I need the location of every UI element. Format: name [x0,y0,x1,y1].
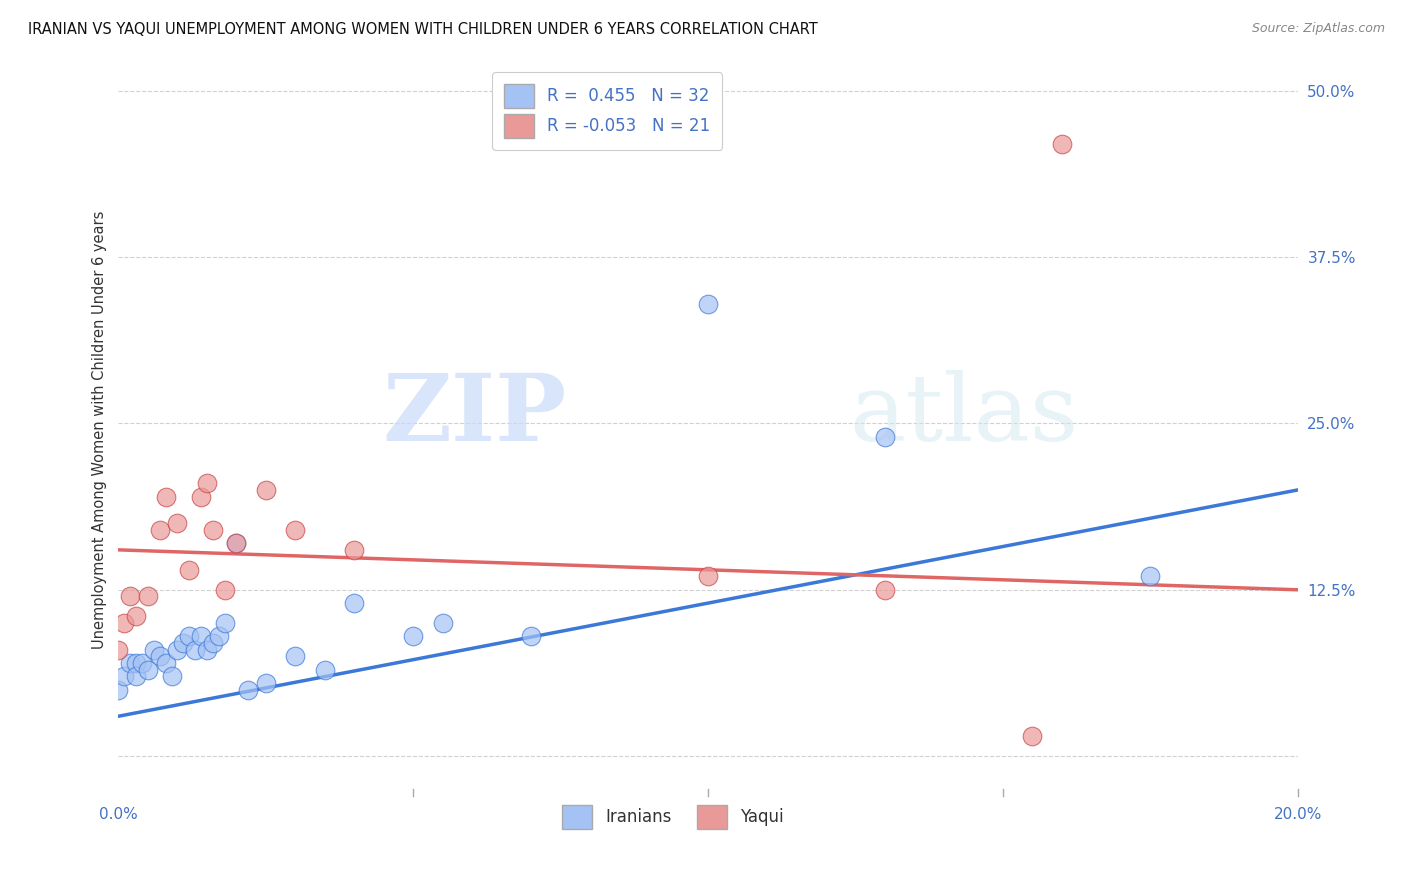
Point [201,636,224,650]
Point [236,682,259,697]
Legend: Iranians, Yaqui: Iranians, Yaqui [555,798,790,835]
Point [284,523,307,537]
Text: IRANIAN VS YAQUI UNEMPLOYMENT AMONG WOMEN WITH CHILDREN UNDER 6 YEARS CORRELATIO: IRANIAN VS YAQUI UNEMPLOYMENT AMONG WOME… [28,22,818,37]
Point [142,642,165,657]
Point [125,656,148,670]
Point [208,629,231,643]
Point [190,629,212,643]
Text: ZIP: ZIP [382,370,567,460]
Point [195,642,218,657]
Point [136,590,159,604]
Point [112,616,135,631]
Point [155,656,177,670]
Point [697,296,720,310]
Point [155,490,177,504]
Point [225,536,247,550]
Point [873,430,896,444]
Point [697,569,720,583]
Point [190,490,212,504]
Point [107,642,129,657]
Point [125,669,148,683]
Point [201,523,224,537]
Point [179,563,201,577]
Text: Source: ZipAtlas.com: Source: ZipAtlas.com [1251,22,1385,36]
Point [214,582,236,597]
Point [343,596,366,610]
Point [432,616,454,631]
Point [107,682,129,697]
Point [120,656,142,670]
Point [125,609,148,624]
Point [184,642,207,657]
Point [120,590,142,604]
Point [149,523,172,537]
Point [149,649,172,664]
Point [195,476,218,491]
Point [225,536,247,550]
Point [1050,136,1073,151]
Point [1139,569,1161,583]
Text: atlas: atlas [849,370,1078,460]
Point [314,663,336,677]
Point [873,582,896,597]
Point [166,516,188,531]
Point [520,629,543,643]
Point [136,663,159,677]
Point [402,629,425,643]
Point [112,669,135,683]
Point [284,649,307,664]
Point [343,542,366,557]
Point [179,629,201,643]
Point [166,642,188,657]
Y-axis label: Unemployment Among Women with Children Under 6 years: Unemployment Among Women with Children U… [93,211,107,649]
Point [254,483,277,497]
Point [254,676,277,690]
Point [1021,729,1043,743]
Point [131,656,153,670]
Point [160,669,183,683]
Point [214,616,236,631]
Point [172,636,194,650]
